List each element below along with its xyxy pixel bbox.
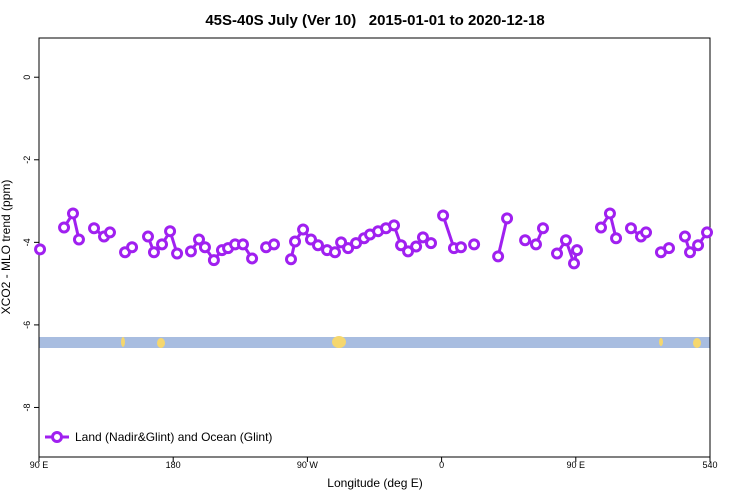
y-axis-label: XCO2 - MLO trend (ppm)	[0, 180, 13, 315]
data-point	[529, 238, 542, 251]
data-point	[624, 222, 637, 235]
data-point	[388, 219, 401, 232]
data-point	[147, 246, 160, 259]
data-point	[662, 242, 675, 255]
data-point	[350, 237, 363, 250]
y-tick-label: -8	[22, 403, 32, 411]
data-point	[184, 245, 197, 258]
data-point	[72, 233, 85, 246]
x-tick-label: 180	[166, 460, 181, 470]
data-point	[126, 241, 139, 254]
data-point	[66, 207, 79, 220]
land-ocean-strip	[39, 336, 710, 348]
data-point	[454, 241, 467, 254]
data-point	[342, 242, 355, 255]
data-point	[570, 244, 583, 257]
y-tick-label: 0	[22, 75, 32, 80]
chart-title: 45S-40S July (Ver 10) 2015-01-01 to 2020…	[205, 12, 544, 29]
data-point	[437, 209, 450, 222]
data-point	[568, 257, 581, 270]
land-patch	[157, 338, 165, 348]
data-point	[551, 247, 564, 260]
data-point	[603, 207, 616, 220]
data-point	[164, 225, 177, 238]
data-point	[171, 247, 184, 260]
data-point	[198, 241, 211, 254]
ocean-band	[39, 337, 710, 348]
data-point	[311, 239, 324, 252]
data-point	[88, 222, 101, 235]
data-point	[267, 238, 280, 251]
legend-label: Land (Nadir&Glint) and Ocean (Glint)	[75, 430, 272, 444]
data-point	[640, 226, 653, 239]
data-point	[246, 252, 259, 265]
data-point	[410, 240, 423, 253]
data-point	[559, 234, 572, 247]
data-point	[684, 246, 697, 259]
y-tick-label: -2	[22, 156, 32, 164]
data-point	[58, 221, 71, 234]
data-point	[678, 230, 691, 243]
data-point	[701, 226, 714, 239]
x-tick-label: 0	[439, 460, 444, 470]
x-tick-label: 90 E	[567, 460, 586, 470]
data-point	[289, 235, 302, 248]
data-point	[207, 254, 220, 267]
data-point	[156, 238, 169, 251]
data-point	[328, 246, 341, 259]
data-point	[402, 245, 415, 258]
legend-marker	[51, 431, 63, 443]
land-patch	[332, 336, 346, 348]
x-axis-label: Longitude (deg E)	[327, 476, 422, 490]
data-point	[594, 221, 607, 234]
data-point	[34, 243, 47, 256]
data-point	[519, 234, 532, 247]
land-patch	[659, 338, 663, 346]
data-point	[284, 253, 297, 266]
data-point	[103, 226, 116, 239]
data-point	[692, 239, 705, 252]
x-tick-label: 90 E	[30, 460, 49, 470]
data-point	[536, 222, 549, 235]
data-point	[416, 231, 429, 244]
y-tick-label: -4	[22, 238, 32, 246]
plot-frame	[38, 37, 711, 458]
land-patch	[121, 337, 125, 347]
data-point	[236, 238, 249, 251]
data-point	[297, 223, 310, 236]
x-tick-label: 90 W	[297, 460, 319, 470]
data-point	[395, 239, 408, 252]
data-point	[192, 233, 205, 246]
x-tick-label: 540	[702, 460, 717, 470]
data-point	[501, 212, 514, 225]
data-point	[425, 237, 438, 250]
data-point	[492, 250, 505, 263]
data-point	[610, 232, 623, 245]
data-point	[468, 238, 481, 251]
y-tick-label: -6	[22, 321, 32, 329]
land-patch	[693, 338, 701, 348]
data-point	[142, 230, 155, 243]
